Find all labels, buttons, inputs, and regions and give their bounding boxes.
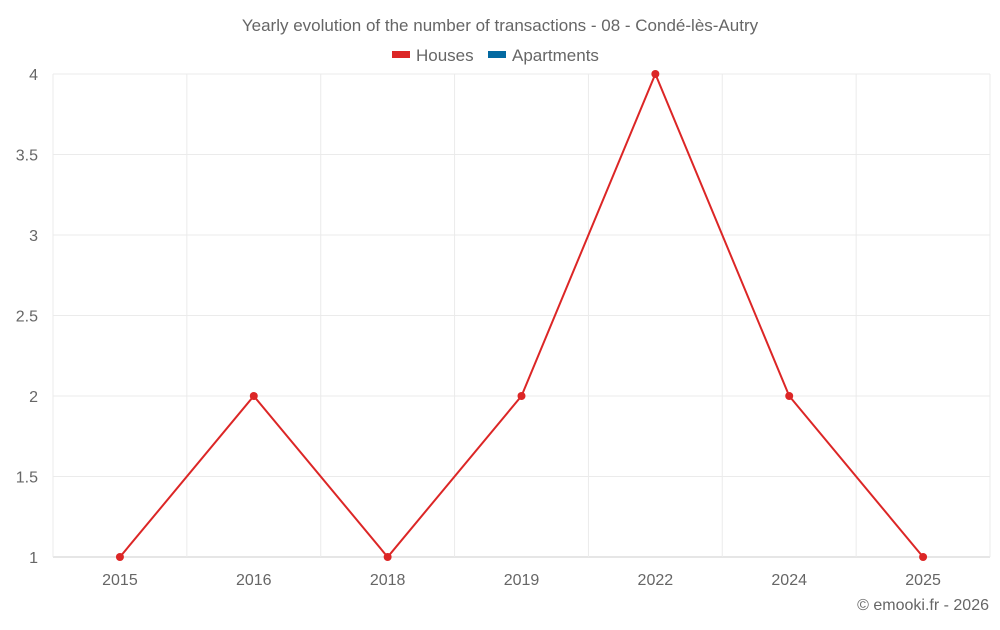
data-point <box>383 553 392 561</box>
data-point <box>919 553 928 561</box>
y-tick-label: 3 <box>29 228 38 245</box>
x-tick-label: 2016 <box>236 572 272 589</box>
y-tick-label: 4 <box>29 67 38 84</box>
x-tick-label: 2024 <box>771 572 807 589</box>
data-point <box>249 392 258 400</box>
legend: Houses Apartments <box>392 46 599 65</box>
x-tick-label: 2022 <box>638 572 674 589</box>
legend-label-houses[interactable]: Houses <box>416 46 474 65</box>
x-tick-label: 2019 <box>504 572 540 589</box>
legend-swatch-apartments <box>488 51 506 58</box>
x-tick-label: 2018 <box>370 572 406 589</box>
data-point <box>115 553 124 561</box>
credit: © emooki.fr - 2026 <box>857 597 989 614</box>
y-tick-label: 3.5 <box>16 148 38 165</box>
data-point <box>651 70 660 78</box>
x-tick-label: 2015 <box>102 572 138 589</box>
y-tick-label: 1 <box>29 550 38 567</box>
y-tick-label: 2 <box>29 389 38 406</box>
y-tick-label: 2.5 <box>16 309 38 326</box>
y-tick-label: 1.5 <box>16 470 38 487</box>
data-point <box>517 392 526 400</box>
chart-title: Yearly evolution of the number of transa… <box>242 16 759 35</box>
legend-label-apartments[interactable]: Apartments <box>512 46 599 65</box>
x-tick-label: 2025 <box>905 572 941 589</box>
data-point <box>785 392 794 400</box>
legend-swatch-houses <box>392 51 410 58</box>
